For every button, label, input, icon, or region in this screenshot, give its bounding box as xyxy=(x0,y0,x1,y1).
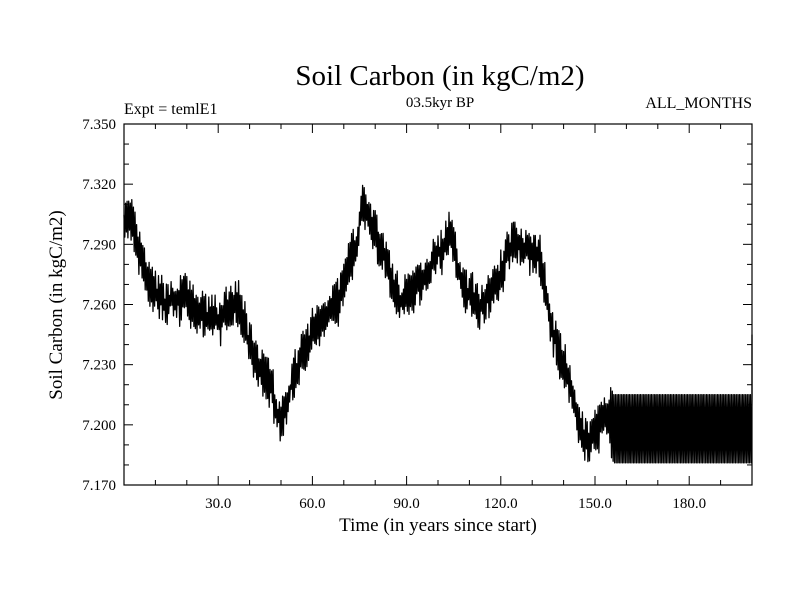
y-tick-label: 7.260 xyxy=(82,298,116,314)
axis-tick-labels: 7.170 7.200 7.230 7.260 7.290 7.320 7.350 30.0 6… xyxy=(82,117,706,512)
y-tick-label: 7.170 xyxy=(82,478,116,494)
x-tick-label: 60.0 xyxy=(299,496,325,512)
x-tick-label: 90.0 xyxy=(393,496,419,512)
plot-frame xyxy=(123,123,753,486)
x-axis-label: Time (in years since start) xyxy=(339,515,537,536)
y-tick-label: 7.320 xyxy=(82,177,116,193)
x-tick-label: 150.0 xyxy=(578,496,612,512)
y-tick-label: 7.350 xyxy=(82,117,116,133)
x-tick-label: 120.0 xyxy=(484,496,518,512)
y-tick-label: 7.290 xyxy=(82,237,116,253)
chart-title: Soil Carbon (in kgC/m2) xyxy=(295,60,584,92)
x-tick-label: 30.0 xyxy=(205,496,231,512)
y-tick-label: 7.230 xyxy=(82,358,116,374)
chart-subtitle: 03.5kyr BP xyxy=(406,95,474,111)
series-line-soil-carbon xyxy=(123,184,753,464)
y-tick-label: 7.200 xyxy=(82,418,116,434)
experiment-label: Expt = temlE1 xyxy=(124,101,217,118)
y-axis-label: Soil Carbon (in kgC/m2) xyxy=(46,210,67,399)
x-tick-label: 180.0 xyxy=(672,496,706,512)
months-label: ALL_MONTHS xyxy=(645,95,752,112)
